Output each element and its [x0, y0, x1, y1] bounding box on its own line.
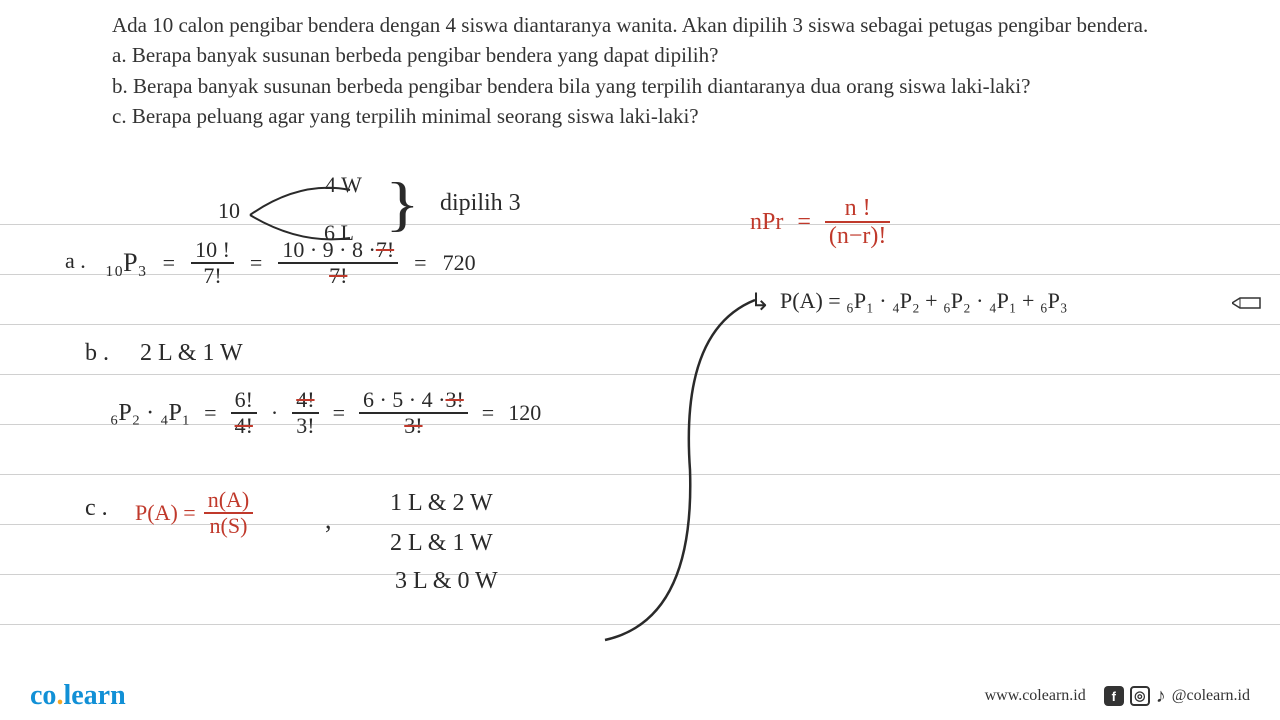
perm-eq: =: [797, 209, 811, 236]
logo-co: co: [30, 680, 56, 711]
b-ans: 120: [508, 400, 541, 426]
b-frac1: 6! 4!: [231, 388, 257, 438]
c-frac: n(A) n(S): [204, 488, 254, 538]
a-frac1-num: 10 !: [191, 238, 234, 264]
c-comma: ,: [325, 505, 332, 535]
logo: co.learn: [30, 680, 126, 712]
b-expr: ₆P₂ · ₄P₁: [110, 400, 190, 427]
footer: co.learn www.colearn.id f ◎ ♪ @colearn.i…: [0, 672, 1280, 720]
problem-intro: Ada 10 calon pengibar bendera dengan 4 s…: [112, 10, 1250, 40]
c-frac-num: n(A): [204, 488, 254, 514]
tree-ten: 10: [218, 198, 240, 224]
b-frac3: 6 · 5 · 4 ·3! 3!: [359, 388, 468, 438]
pa-formula: P(A) = ₆P₁ · ₄P₂ + ₆P₂ · ₄P₁ + ₆P₃: [780, 288, 1068, 314]
c-pa: P(A) =: [135, 500, 196, 526]
footer-right: www.colearn.id f ◎ ♪ @colearn.id: [985, 685, 1250, 708]
facebook-icon: f: [1104, 686, 1124, 706]
instagram-icon: ◎: [1130, 686, 1150, 706]
c-frac-den: n(S): [204, 514, 254, 538]
b-frac2-den: 3!: [292, 414, 318, 438]
a-frac1: 10 ! 7!: [191, 238, 234, 288]
tree-4w: 4 W: [325, 172, 362, 198]
problem-b: b. Berapa banyak susunan berbeda pengiba…: [112, 71, 1250, 101]
tiktok-icon: ♪: [1156, 685, 1166, 708]
perm-left: nPr: [750, 209, 783, 236]
b-frac2-num: 4!: [292, 388, 318, 414]
a-frac2-num: 10 · 9 · 8 ·7!: [278, 238, 398, 264]
pencil-icon: [1232, 296, 1262, 310]
perm-den: (n−r)!: [825, 223, 891, 249]
b-frac3-den: 3!: [359, 414, 468, 438]
b-frac3-num: 6 · 5 · 4 ·3!: [359, 388, 468, 414]
b-working: ₆P₂ · ₄P₁ = 6! 4! · 4! 3! = 6 · 5 · 4 ·3…: [110, 388, 541, 438]
problem-c: c. Berapa peluang agar yang terpilih min…: [112, 101, 1250, 131]
large-connector-svg: [590, 290, 770, 660]
logo-learn: learn: [63, 680, 125, 711]
footer-handle: @colearn.id: [1172, 687, 1250, 705]
a-eq1: =: [163, 250, 175, 276]
b-mul: ·: [271, 400, 278, 426]
perm-formula: nPr = n ! (n−r)!: [750, 195, 890, 250]
c-line3: 3 L & 0 W: [395, 568, 498, 595]
a-frac1-den: 7!: [191, 264, 234, 288]
b-label: b .: [85, 340, 109, 367]
b-eq3: =: [482, 400, 494, 426]
a-frac2-den: 7!: [278, 264, 398, 288]
c-line2: 2 L & 1 W: [390, 530, 493, 557]
b-cond: 2 L & 1 W: [140, 340, 243, 367]
a-eq2: =: [250, 250, 262, 276]
c-line1: 1 L & 2 W: [390, 490, 493, 517]
b-frac1-den: 4!: [231, 414, 257, 438]
a-label: a .: [65, 248, 86, 274]
b-frac1-num: 6!: [231, 388, 257, 414]
big-brace: }: [385, 170, 420, 239]
a-working: ₁₀P₃ = 10 ! 7! = 10 · 9 · 8 ·7! 7! = 720: [105, 238, 476, 288]
dipilih-text: dipilih 3: [440, 190, 521, 217]
b-frac2: 4! 3!: [292, 388, 318, 438]
perm-frac: n ! (n−r)!: [825, 195, 891, 250]
footer-url: www.colearn.id: [985, 687, 1086, 705]
c-formula: P(A) = n(A) n(S): [135, 488, 253, 538]
b-eq2: =: [333, 400, 345, 426]
a-frac2: 10 · 9 · 8 ·7! 7!: [278, 238, 398, 288]
a-ans: 720: [443, 250, 476, 276]
b-eq1: =: [204, 400, 216, 426]
a-eq3: =: [414, 250, 426, 276]
perm-num: n !: [825, 195, 891, 223]
problem-a: a. Berapa banyak susunan berbeda pengiba…: [112, 40, 1250, 70]
c-label: c .: [85, 495, 108, 522]
a-expr: ₁₀P₃: [105, 248, 147, 278]
problem-statement: Ada 10 calon pengibar bendera dengan 4 s…: [112, 10, 1250, 132]
